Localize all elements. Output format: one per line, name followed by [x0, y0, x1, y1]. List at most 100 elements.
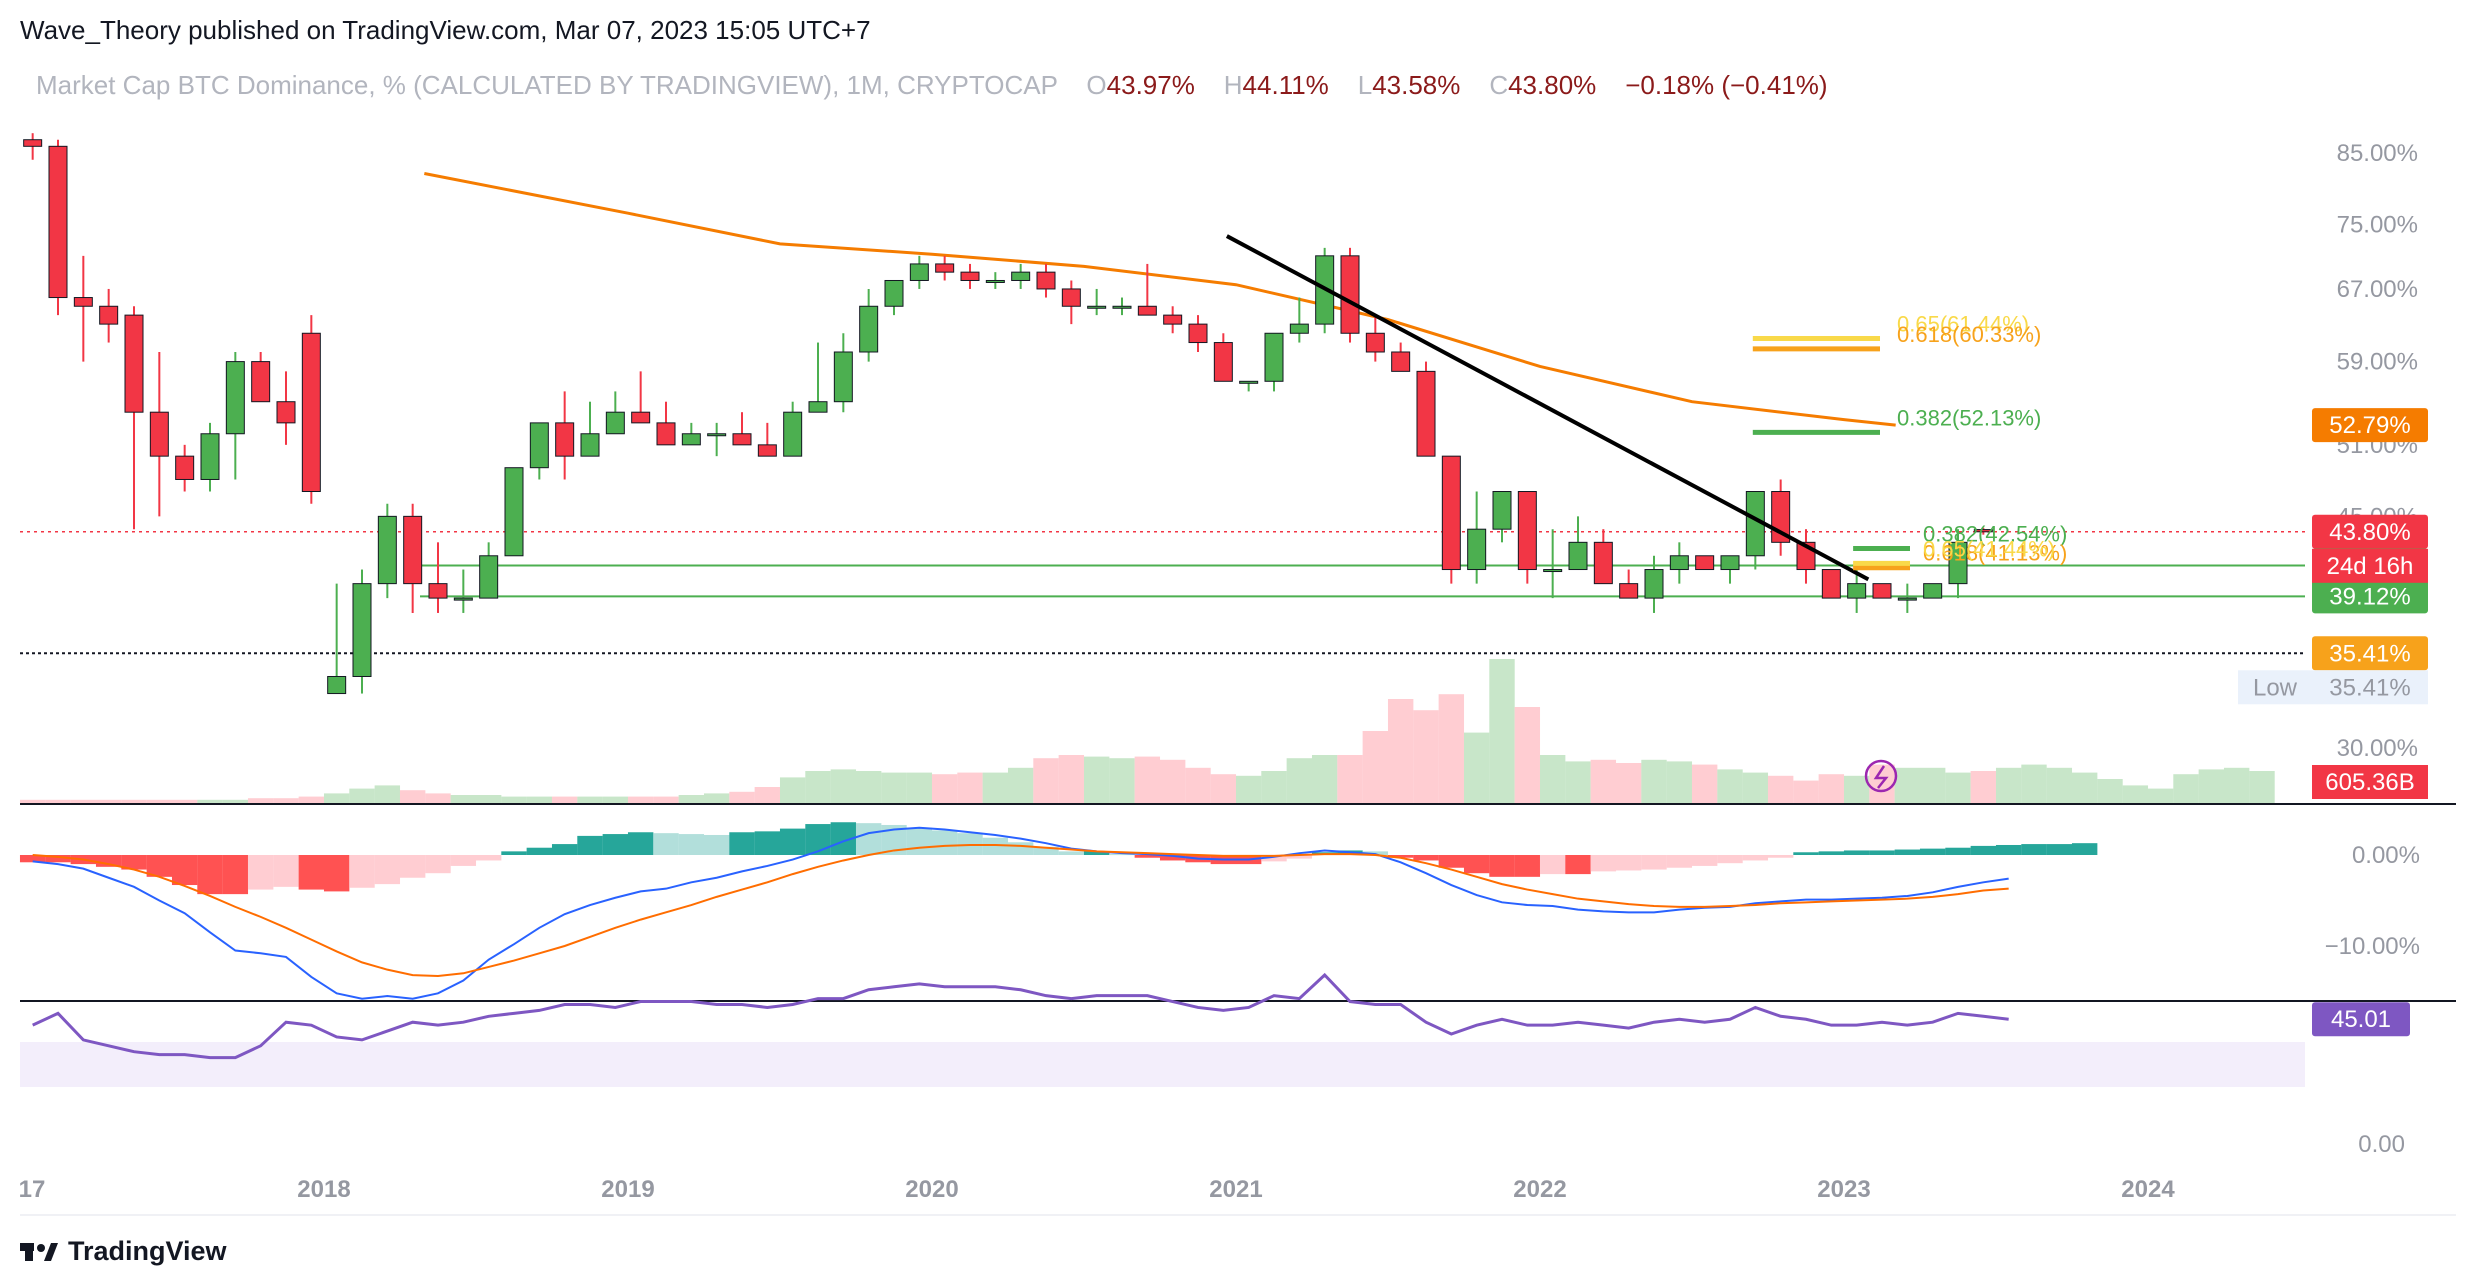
macd-histogram-bar	[45, 855, 71, 863]
candle-body	[1188, 323, 1208, 344]
legend-symbol[interactable]: Market Cap BTC Dominance, % (CALCULATED …	[36, 70, 1058, 100]
macd-histogram-bar	[349, 855, 375, 888]
volume-bar	[577, 796, 603, 803]
macd-histogram-bar	[1666, 855, 1693, 868]
fib-level-label: 0.382(42.54%)	[1923, 521, 2067, 546]
macd-histogram-bar	[1894, 849, 1921, 855]
volume-bar	[1742, 772, 1769, 803]
macd-histogram-bar	[501, 851, 527, 855]
volume-bar	[121, 799, 147, 803]
candle-body	[1163, 314, 1183, 325]
macd-histogram-bar	[425, 855, 451, 874]
macd-histogram-bar	[1590, 855, 1617, 872]
volume-bar	[2249, 771, 2275, 803]
volume-bar	[678, 795, 705, 803]
volume-bar	[551, 796, 578, 803]
macd-histogram-bar	[1919, 848, 1946, 855]
macd-histogram-bar	[374, 855, 401, 885]
macd-histogram-bar	[906, 827, 933, 855]
volume-bar	[2173, 774, 2199, 803]
volume-bar	[779, 777, 806, 803]
legend-high-label: H	[1223, 70, 1243, 100]
price-axis-tick: 30.00%	[2337, 735, 2418, 762]
macd-histogram-bar	[729, 832, 755, 855]
volume-bar	[2021, 764, 2047, 803]
candle-body	[1695, 555, 1715, 571]
candle-body	[1973, 529, 1993, 533]
candle-body	[327, 675, 347, 695]
volume-bar	[1717, 769, 1743, 803]
volume-bar	[602, 796, 629, 803]
macd-histogram-bar	[247, 855, 274, 890]
macd-histogram-bar	[1438, 855, 1465, 868]
macd-histogram-bar	[95, 855, 122, 867]
downtrend-line	[1225, 234, 1870, 582]
candle-body	[1137, 305, 1157, 316]
macd-histogram-bar	[399, 855, 426, 878]
candle-body	[1391, 351, 1411, 372]
volume-bar	[374, 785, 401, 803]
price-badge	[2312, 579, 2428, 614]
macd-histogram-bar	[703, 834, 730, 855]
volume-bar	[805, 771, 831, 803]
volume-bar	[1235, 775, 1262, 803]
macd-histogram-bar	[475, 855, 502, 861]
volume-bar	[1767, 775, 1794, 803]
macd-histogram-bar	[779, 828, 806, 855]
candle-body	[985, 279, 1005, 283]
macd-histogram-bar	[526, 847, 553, 855]
price-axis-tick: 75.00%	[2337, 212, 2418, 239]
macd-histogram-bar	[1134, 855, 1161, 858]
macd-histogram-bar	[1083, 851, 1110, 855]
volume-badge-label: 605.36B	[2325, 769, 2414, 796]
time-axis-tick: 2023	[1817, 1176, 1870, 1203]
time-axis-tick: 2018	[297, 1176, 350, 1203]
volume-bar	[1590, 759, 1617, 803]
macd-histogram-bar	[1945, 847, 1971, 855]
volume-bar	[1539, 755, 1566, 803]
candle-body	[48, 145, 68, 299]
candle-body	[1644, 569, 1664, 599]
candle-body	[1543, 569, 1563, 573]
candle-body	[884, 279, 904, 307]
volume-bar	[2046, 767, 2073, 803]
candle-body	[1821, 569, 1841, 599]
volume-bar	[197, 799, 223, 803]
candle-body	[1112, 305, 1132, 309]
time-axis-tick: 2019	[601, 1176, 654, 1203]
low-label-box	[2238, 670, 2312, 705]
candle-body	[859, 305, 879, 353]
volume-bar	[1514, 707, 1541, 803]
volume-bar	[1995, 767, 2022, 803]
candle-body	[555, 422, 575, 457]
macd-histogram-bar	[2021, 844, 2047, 855]
volume-bar	[1438, 694, 1465, 803]
candle-body	[1213, 342, 1233, 382]
macd-histogram-bar	[273, 855, 299, 887]
candle-body	[479, 555, 499, 599]
countdown-badge	[2312, 548, 2428, 583]
volume-bar	[1489, 659, 1515, 803]
macd-histogram-bar	[1742, 855, 1769, 861]
tradingview-footer[interactable]: TradingView	[20, 1236, 227, 1267]
candle-body	[1011, 271, 1031, 281]
legend-low-value: 43.58%	[1372, 70, 1461, 100]
candle-body	[1492, 491, 1512, 530]
candle-body	[23, 139, 43, 147]
legend-high-value: 44.11%	[1242, 70, 1329, 100]
legend-close-value: 43.80%	[1508, 70, 1597, 100]
candle-body	[1036, 271, 1056, 290]
candle-body	[377, 515, 397, 585]
volume-bar	[298, 796, 325, 803]
price-badge	[2312, 514, 2428, 549]
volume-bar	[1793, 780, 1819, 803]
macd-histogram-bar	[1843, 850, 1870, 855]
volume-bar	[729, 791, 755, 803]
volume-bar	[171, 799, 198, 803]
macd-histogram-bar	[1818, 851, 1845, 855]
candle-body	[1847, 583, 1867, 599]
candle-body	[352, 583, 372, 677]
volume-bar	[830, 769, 857, 803]
macd-histogram-bar	[551, 844, 578, 855]
